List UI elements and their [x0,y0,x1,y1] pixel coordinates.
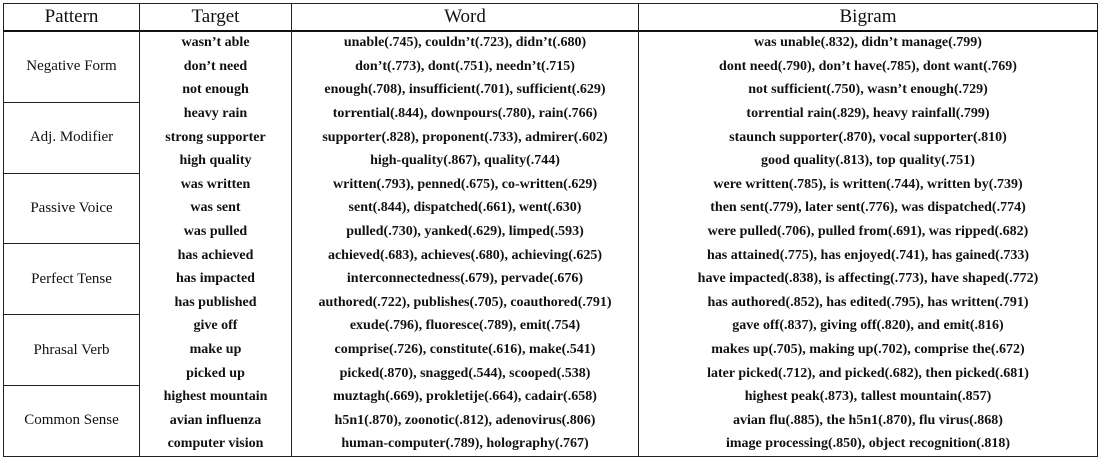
word-cell: authored(.722), publishes(.705), coautho… [291,291,639,315]
table-row: has published authored(.722), publishes(… [4,291,1098,315]
table-row: picked up picked(.870), snagged(.544), s… [4,361,1098,386]
word-cell: pulled(.730), yanked(.629), limped(.593) [291,220,639,244]
bigram-cell: has attained(.775), has enjoyed(.741), h… [638,243,1098,268]
target-cell: has achieved [139,243,292,268]
word-cell: h5n1(.870), zoonotic(.812), adenovirus(.… [291,409,639,433]
header-word: Word [291,3,639,32]
pattern-cell: Passive Voice [3,172,140,245]
word-cell: high-quality(.867), quality(.744) [291,149,639,174]
pattern-cell: Perfect Tense [3,243,140,316]
bigram-cell: later picked(.712), and picked(.682), th… [638,361,1098,386]
word-cell: picked(.870), snagged(.544), scooped(.53… [291,361,639,386]
table-row: has impacted interconnectedness(.679), p… [4,267,1098,292]
table-row: high quality high-quality(.867), quality… [4,149,1098,174]
target-cell: has published [139,291,292,315]
target-cell: was pulled [139,220,292,244]
bigram-cell: have impacted(.838), is affecting(.773),… [638,267,1098,292]
target-cell: highest mountain [139,384,292,409]
results-table: Pattern Target Word Bigram Negative Form… [3,3,1098,457]
word-cell: enough(.708), insufficient(.701), suffic… [291,78,639,103]
target-cell: make up [139,338,292,362]
word-cell: achieved(.683), achieves(.680), achievin… [291,243,639,268]
bigram-cell: highest peak(.873), tallest mountain(.85… [638,384,1098,409]
target-cell: wasn’t able [139,30,292,56]
table-row: Negative Form wasn’t able unable(.745), … [3,30,1098,103]
bigram-cell: not sufficient(.750), wasn’t enough(.729… [638,78,1098,103]
word-cell: written(.793), penned(.675), co-written(… [291,172,639,197]
table-row: avian influenza h5n1(.870), zoonotic(.81… [4,409,1098,433]
bigram-cell: was unable(.832), didn’t manage(.799) [638,30,1098,56]
bigram-cell: then sent(.779), later sent(.776), was d… [638,196,1098,221]
table-body: Negative Form wasn’t able unable(.745), … [3,30,1098,457]
target-cell: was sent [139,196,292,221]
target-cell: picked up [139,361,292,386]
header-row: Pattern Target Word Bigram [3,3,1098,32]
word-cell: don’t(.773), dont(.751), needn’t(.715) [291,55,639,79]
table-row: Adj. Modifier heavy rain torrential(.844… [3,101,1098,174]
target-cell: strong supporter [139,125,292,150]
table-header: Pattern Target Word Bigram [3,3,1098,32]
word-cell: human-computer(.789), holography(.767) [291,432,639,457]
header-pattern: Pattern [3,3,140,32]
target-cell: heavy rain [139,101,292,126]
target-cell: high quality [139,149,292,174]
bigram-cell: dont need(.790), don’t have(.785), dont … [638,55,1098,79]
bigram-cell: makes up(.705), making up(.702), compris… [638,338,1098,362]
word-cell: exude(.796), fluoresce(.789), emit(.754) [291,314,639,339]
table-row: make up comprise(.726), constitute(.616)… [4,338,1098,362]
word-cell: muztagh(.669), prokletije(.664), cadair(… [291,384,639,409]
bigram-cell: avian flu(.885), the h5n1(.870), flu vir… [638,409,1098,433]
bigram-cell: were pulled(.706), pulled from(.691), wa… [638,220,1098,244]
target-cell: has impacted [139,267,292,292]
table-row: not enough enough(.708), insufficient(.7… [4,78,1098,103]
table-row: was pulled pulled(.730), yanked(.629), l… [4,220,1098,244]
bigram-cell: were written(.785), is written(.744), wr… [638,172,1098,197]
pattern-cell: Common Sense [3,384,140,457]
bigram-cell: image processing(.850), object recogniti… [638,432,1098,457]
table-row: Passive Voice was written written(.793),… [3,172,1098,245]
word-cell: sent(.844), dispatched(.661), went(.630) [291,196,639,221]
target-cell: give off [139,314,292,339]
table-row: Common Sense highest mountain muztagh(.6… [3,384,1098,457]
bigram-cell: gave off(.837), giving off(.820), and em… [638,314,1098,339]
target-cell: not enough [139,78,292,103]
bigram-cell: has authored(.852), has edited(.795), ha… [638,291,1098,315]
table-row: strong supporter supporter(.828), propon… [4,125,1098,150]
table-row: Perfect Tense has achieved achieved(.683… [3,243,1098,316]
table-row: Phrasal Verb give off exude(.796), fluor… [3,314,1098,386]
pattern-cell: Phrasal Verb [3,314,140,386]
table-row: don’t need don’t(.773), dont(.751), need… [4,55,1098,79]
word-cell: unable(.745), couldn’t(.723), didn’t(.68… [291,30,639,56]
bigram-cell: torrential rain(.829), heavy rainfall(.7… [638,101,1098,126]
table-row: was sent sent(.844), dispatched(.661), w… [4,196,1098,221]
pattern-cell: Adj. Modifier [3,101,140,174]
target-cell: don’t need [139,55,292,79]
bigram-cell: good quality(.813), top quality(.751) [638,149,1098,174]
target-cell: avian influenza [139,409,292,433]
header-bigram: Bigram [638,3,1098,32]
target-cell: was written [139,172,292,197]
table-row: computer vision human-computer(.789), ho… [4,432,1098,457]
word-cell: torrential(.844), downpours(.780), rain(… [291,101,639,126]
bigram-cell: staunch supporter(.870), vocal supporter… [638,125,1098,150]
word-cell: comprise(.726), constitute(.616), make(.… [291,338,639,362]
target-cell: computer vision [139,432,292,457]
word-cell: interconnectedness(.679), pervade(.676) [291,267,639,292]
word-cell: supporter(.828), proponent(.733), admire… [291,125,639,150]
header-target: Target [139,3,292,32]
pattern-cell: Negative Form [3,30,140,103]
